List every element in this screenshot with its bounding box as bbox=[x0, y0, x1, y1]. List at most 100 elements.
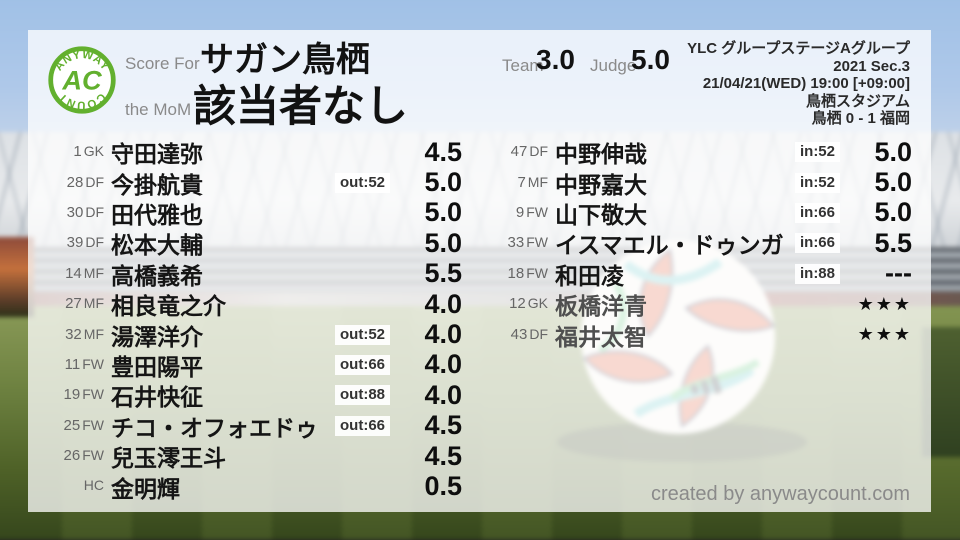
player-number-position: 12 GK bbox=[482, 295, 548, 313]
player-name: 中野嘉大 bbox=[555, 171, 647, 198]
player-number: 32 bbox=[65, 325, 82, 343]
player-position: GK bbox=[83, 143, 104, 160]
player-number: 43 bbox=[510, 325, 528, 343]
player-rating: 5.0 bbox=[874, 167, 912, 198]
player-rating: 4.5 bbox=[424, 410, 462, 441]
player-number: 9 bbox=[515, 203, 525, 221]
player-position: DF bbox=[85, 203, 104, 220]
substitution-badge: in:52 bbox=[794, 172, 840, 193]
player-row: 28 DF 今掛航貴 out:52 5.0 bbox=[38, 167, 462, 198]
player-rating: 4.5 bbox=[424, 440, 462, 471]
player-position: MF bbox=[83, 295, 104, 312]
player-name: イスマエル・ドゥンガ bbox=[555, 232, 784, 259]
player-rating: 5.5 bbox=[874, 227, 912, 258]
player-rating: --- bbox=[885, 258, 912, 289]
player-number: 27 bbox=[65, 295, 82, 313]
player-position: FW bbox=[526, 264, 548, 281]
player-position: HC bbox=[83, 477, 104, 494]
player-number-position: 1 GK bbox=[38, 143, 104, 161]
player-rating: ★★★ bbox=[857, 293, 912, 314]
player-name: 松本大輔 bbox=[111, 232, 203, 259]
player-row: 9 FW 山下敬大 in:66 5.0 bbox=[482, 197, 912, 228]
judge-score-label: Judge bbox=[590, 56, 637, 75]
player-position: FW bbox=[82, 386, 104, 403]
player-rating: 5.0 bbox=[874, 136, 912, 167]
player-row: 25 FW チコ・オフォエドゥ out:66 4.5 bbox=[38, 410, 462, 441]
player-number: 25 bbox=[63, 416, 81, 434]
player-rating: 5.0 bbox=[424, 227, 462, 258]
player-name: 田代雅也 bbox=[111, 201, 203, 228]
starters-list: 1 GK 守田達弥 4.5 28 DF 今掛航貴 out:52 5.0 30 DF 田… bbox=[38, 137, 462, 502]
player-number: 11 bbox=[64, 355, 81, 373]
result-line: 鳥栖 0 - 1 福岡 bbox=[811, 110, 910, 128]
player-name: チコ・オフォエドゥ bbox=[111, 414, 318, 441]
team-score-label: Team bbox=[502, 56, 544, 75]
player-row: 7 MF 中野嘉大 in:52 5.0 bbox=[482, 167, 912, 198]
mom-name: 該当者なし bbox=[193, 83, 408, 131]
player-row: 14 MF 高橋義希 5.5 bbox=[38, 258, 462, 289]
player-number-position: 11 FW bbox=[38, 356, 104, 374]
player-position: DF bbox=[529, 325, 548, 342]
substitution-badge: in:66 bbox=[794, 202, 840, 223]
player-position: GK bbox=[527, 295, 548, 312]
player-name: 高橋義希 bbox=[111, 262, 203, 289]
credit-text: created by anywaycount.com bbox=[650, 483, 910, 505]
player-number: 18 bbox=[507, 264, 525, 282]
team-score-value: 3.0 bbox=[536, 44, 575, 75]
player-rating: 4.0 bbox=[424, 288, 462, 319]
player-number-position: 27 MF bbox=[38, 295, 104, 313]
player-name: 兒玉澪王斗 bbox=[111, 445, 226, 472]
player-row: 47 DF 中野伸哉 in:52 5.0 bbox=[482, 136, 912, 168]
player-rating: ★★★ bbox=[857, 324, 912, 345]
kickoff-line: 21/04/21(WED) 19:00 [+09:00] bbox=[702, 75, 910, 93]
player-rating: 4.5 bbox=[424, 136, 462, 167]
player-name: 湯澤洋介 bbox=[111, 323, 203, 350]
logo-center: AC bbox=[61, 65, 102, 96]
player-row: 30 DF 田代雅也 5.0 bbox=[38, 197, 462, 228]
player-number-position: HC bbox=[38, 477, 104, 495]
player-name: 板橋洋青 bbox=[555, 293, 647, 320]
player-number: 28 bbox=[66, 173, 84, 191]
player-rating: 5.0 bbox=[424, 167, 462, 198]
player-row: 26 FW 兒玉澪王斗 4.5 bbox=[38, 440, 462, 472]
player-row: 12 GK 板橋洋青 ★★★ bbox=[482, 289, 912, 319]
player-row: 19 FW 石井快征 out:88 4.0 bbox=[38, 379, 462, 411]
subs-list: 47 DF 中野伸哉 in:52 5.0 7 MF 中野嘉大 in:52 5.0 9… bbox=[482, 137, 912, 350]
player-row: 27 MF 相良竜之介 4.0 bbox=[38, 288, 462, 320]
player-rating: 4.0 bbox=[424, 319, 462, 350]
player-row: 1 GK 守田達弥 4.5 bbox=[38, 136, 462, 168]
substitution-badge: out:66 bbox=[335, 415, 390, 436]
judge-score-value: 5.0 bbox=[631, 44, 670, 75]
player-name: 福井太智 bbox=[555, 323, 647, 350]
season-section-line: 2021 Sec.3 bbox=[833, 57, 910, 75]
team-name: サガン鳥栖 bbox=[200, 41, 370, 79]
player-row: 43 DF 福井太智 ★★★ bbox=[482, 319, 912, 350]
substitution-badge: out:66 bbox=[335, 354, 390, 375]
player-number: 26 bbox=[63, 447, 81, 465]
player-rating: 5.0 bbox=[874, 197, 912, 228]
player-row: 18 FW 和田凌 in:88 --- bbox=[482, 258, 912, 289]
substitution-badge: in:66 bbox=[794, 233, 840, 254]
player-position: MF bbox=[527, 173, 548, 190]
substitution-badge: out:88 bbox=[335, 385, 390, 406]
player-name: 石井快征 bbox=[111, 384, 203, 411]
player-name: 山下敬大 bbox=[555, 201, 647, 228]
player-number-position: 43 DF bbox=[482, 326, 548, 344]
player-position: FW bbox=[526, 203, 548, 220]
player-number: 47 bbox=[510, 143, 528, 161]
mom-label: the MoM bbox=[125, 100, 192, 119]
player-position: FW bbox=[82, 355, 104, 372]
player-number-position: 30 DF bbox=[38, 204, 104, 222]
player-row: 11 FW 豊田陽平 out:66 4.0 bbox=[38, 349, 462, 380]
player-number: 1 bbox=[73, 143, 82, 161]
player-name: 金明輝 bbox=[111, 475, 180, 502]
player-position: DF bbox=[85, 234, 104, 251]
logo-arc-bottom: COUNT bbox=[56, 90, 107, 111]
competition-line: YLC グループステージAグループ bbox=[687, 40, 910, 57]
substitution-badge: out:52 bbox=[335, 324, 390, 345]
player-rating: 4.0 bbox=[424, 379, 462, 410]
player-name: 相良竜之介 bbox=[111, 293, 226, 320]
player-number: 39 bbox=[66, 234, 84, 252]
player-name: 中野伸哉 bbox=[555, 141, 647, 168]
